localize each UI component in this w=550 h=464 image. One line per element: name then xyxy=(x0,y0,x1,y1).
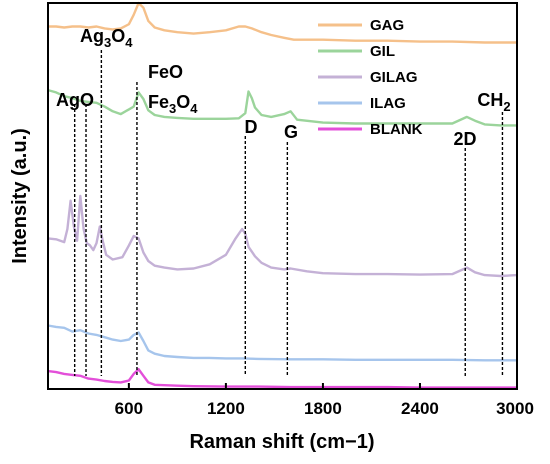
annotation-label-feo: FeO xyxy=(148,62,183,82)
annotation-label-2d: 2D xyxy=(453,129,476,149)
plot-frame xyxy=(47,2,518,390)
legend-label-gil: GIL xyxy=(370,43,395,60)
annotation-label-ag3o4: Ag3O4 xyxy=(80,26,133,50)
legend-label-gag: GAG xyxy=(370,17,404,34)
series-line-ilag xyxy=(47,324,517,362)
x-ticks: 600 1200 1800 2400 3000 xyxy=(115,383,534,418)
annotation-label-g: G xyxy=(284,122,298,142)
series-line-gilag xyxy=(47,194,518,278)
legend-label-ilag: ILAG xyxy=(370,95,406,112)
annotation-label-ago: AgO xyxy=(56,90,94,110)
y-axis-title: Intensity (a.u.) xyxy=(9,128,31,264)
series-line-gil xyxy=(47,88,517,127)
x-axis-title: Raman shift (cm−1) xyxy=(189,431,374,453)
legend-label-blank: BLANK xyxy=(370,121,423,138)
x-tick-label: 1200 xyxy=(207,399,245,418)
series-line-blank xyxy=(47,368,517,389)
legend: GAG GIL GILAG ILAG BLANK xyxy=(318,17,423,138)
x-tick-label: 3000 xyxy=(496,399,534,418)
x-tick-label: 1800 xyxy=(304,399,342,418)
annotation-label-fe3o4: Fe3O4 xyxy=(148,92,198,116)
annotation-label-ch2: CH2 xyxy=(477,90,510,114)
x-tick-label: 2400 xyxy=(401,399,439,418)
legend-label-gilag: GILAG xyxy=(370,69,418,86)
x-tick-label: 600 xyxy=(115,399,143,418)
series-line-gag xyxy=(48,1,517,44)
annotation-label-d: D xyxy=(245,117,258,137)
series-layer xyxy=(47,1,518,389)
